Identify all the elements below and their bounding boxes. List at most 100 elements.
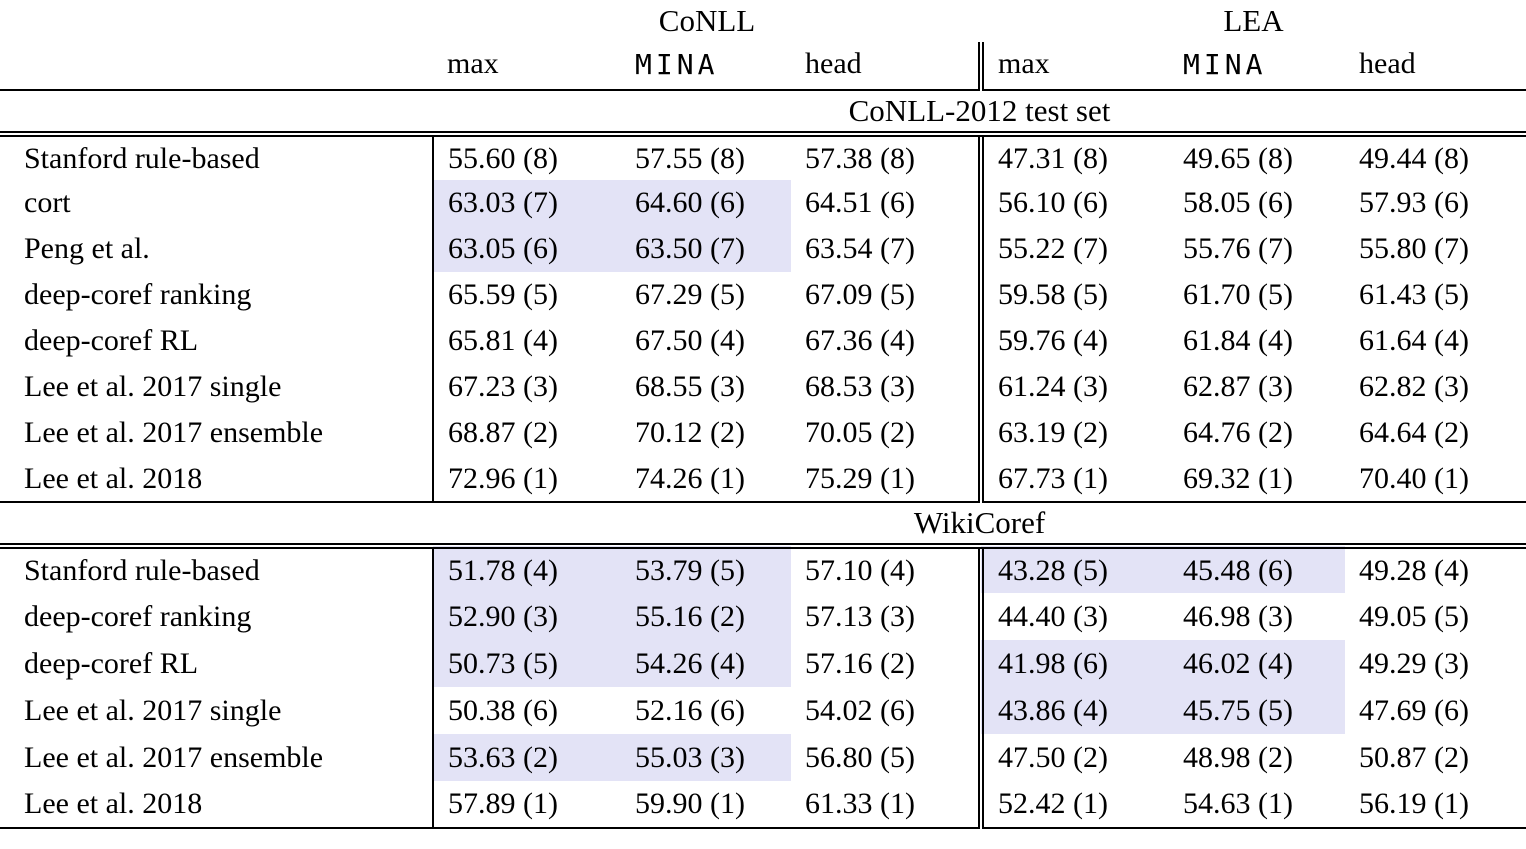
cell-conll-mina: 55.03 (3) bbox=[621, 734, 791, 781]
cell-lea-mina: 55.76 (7) bbox=[1183, 232, 1293, 265]
col-header-lea-max: max bbox=[978, 42, 1169, 91]
row-label: Lee et al. 2017 ensemble bbox=[24, 416, 324, 449]
cell-lea-mina: 46.02 (4) bbox=[1169, 640, 1345, 687]
cell-lea-head: 49.44 (8) bbox=[1359, 141, 1469, 175]
cell-lea-mina: 61.84 (4) bbox=[1183, 324, 1293, 357]
cell-conll-max: 50.38 (6) bbox=[432, 687, 621, 734]
col-header-lea-head: head bbox=[1345, 42, 1526, 91]
col-header-conll-mina: MINA bbox=[621, 42, 791, 91]
section-title-row: CoNLL-2012 test set bbox=[0, 90, 1526, 137]
cell-lea-mina: 45.48 (6) bbox=[1169, 546, 1345, 593]
row-label: deep-coref RL bbox=[24, 646, 199, 680]
cell-lea-head: 49.05 (5) bbox=[1359, 599, 1469, 633]
cell-conll-head: 70.05 (2) bbox=[805, 416, 915, 449]
cell-conll-max: 72.96 (1) bbox=[432, 456, 621, 503]
table-row: Lee et al. 2017 single 67.23 (3) 68.55 (… bbox=[0, 364, 1526, 410]
cell-conll-mina: 53.79 (5) bbox=[621, 546, 791, 593]
cell-conll-head: 63.54 (7) bbox=[805, 232, 915, 265]
cell-conll-mina: 67.29 (5) bbox=[635, 278, 745, 311]
cell-lea-max: 59.76 (4) bbox=[978, 318, 1169, 364]
table-row: deep-coref ranking 52.90 (3) 55.16 (2) 5… bbox=[0, 593, 1526, 640]
cell-conll-mina: 74.26 (1) bbox=[621, 456, 791, 503]
cell-conll-max: 68.87 (2) bbox=[432, 410, 621, 456]
row-label: Lee et al. 2018 bbox=[0, 456, 433, 503]
cell-lea-head: 50.87 (2) bbox=[1359, 740, 1469, 774]
cell-conll-head: 57.38 (8) bbox=[805, 141, 915, 175]
cell-lea-max: 55.22 (7) bbox=[978, 226, 1169, 272]
cell-conll-head: 61.33 (1) bbox=[791, 781, 981, 829]
cell-lea-max: 41.98 (6) bbox=[978, 640, 1169, 687]
cell-lea-head: 70.40 (1) bbox=[1345, 456, 1526, 503]
cell-lea-mina: 64.76 (2) bbox=[1183, 416, 1293, 449]
group-header-conll: CoNLL bbox=[658, 3, 756, 38]
cell-lea-max: 47.31 (8) bbox=[978, 134, 1169, 180]
row-label: cort bbox=[24, 186, 71, 219]
cell-conll-max: 50.73 (5) bbox=[432, 640, 621, 687]
cell-conll-mina: 54.26 (4) bbox=[621, 640, 791, 687]
row-label: Peng et al. bbox=[24, 232, 150, 265]
cell-lea-mina: 54.63 (1) bbox=[1169, 781, 1345, 829]
group-header-row: CoNLL LEA bbox=[0, 0, 1526, 42]
cell-lea-max: 59.58 (5) bbox=[978, 272, 1169, 318]
cell-conll-head: 64.51 (6) bbox=[805, 186, 915, 219]
corner-empty-cell bbox=[0, 0, 433, 42]
label-empty-cell bbox=[0, 42, 433, 91]
cell-lea-head: 56.19 (1) bbox=[1345, 781, 1526, 829]
row-label: deep-coref RL bbox=[24, 324, 199, 357]
cell-lea-max: 43.86 (4) bbox=[978, 687, 1169, 734]
cell-conll-head: 54.02 (6) bbox=[805, 693, 915, 727]
table-row: Lee et al. 2018 57.89 (1) 59.90 (1) 61.3… bbox=[0, 781, 1526, 829]
table-row: Lee et al. 2017 single 50.38 (6) 52.16 (… bbox=[0, 687, 1526, 734]
cell-lea-mina: 62.87 (3) bbox=[1183, 370, 1293, 403]
cell-lea-mina: 49.65 (8) bbox=[1183, 141, 1293, 175]
row-label: Lee et al. 2017 single bbox=[24, 693, 282, 727]
section-title: WikiCoref bbox=[433, 502, 1526, 549]
row-label: Stanford rule-based bbox=[24, 141, 260, 175]
cell-lea-max: 44.40 (3) bbox=[978, 593, 1169, 640]
cell-lea-head: 49.29 (3) bbox=[1359, 646, 1469, 680]
cell-conll-head: 57.16 (2) bbox=[805, 646, 915, 680]
cell-conll-max: 51.78 (4) bbox=[432, 546, 621, 593]
cell-lea-max: 63.19 (2) bbox=[978, 410, 1169, 456]
cell-conll-mina: 70.12 (2) bbox=[635, 416, 745, 449]
table-row: Stanford rule-based 55.60 (8) 57.55 (8) … bbox=[0, 134, 1526, 180]
cell-lea-head: 62.82 (3) bbox=[1359, 370, 1469, 403]
cell-lea-head: 55.80 (7) bbox=[1359, 232, 1469, 265]
cell-conll-max: 65.81 (4) bbox=[432, 318, 621, 364]
section-empty-cell bbox=[0, 502, 433, 549]
table-row: Lee et al. 2017 ensemble 68.87 (2) 70.12… bbox=[0, 410, 1526, 456]
table-row: Peng et al. 63.05 (6) 63.50 (7) 63.54 (7… bbox=[0, 226, 1526, 272]
cell-conll-head: 67.09 (5) bbox=[805, 278, 915, 311]
cell-lea-max: 43.28 (5) bbox=[978, 546, 1169, 593]
cell-lea-mina: 48.98 (2) bbox=[1183, 740, 1293, 774]
cell-conll-max: 55.60 (8) bbox=[432, 134, 621, 180]
cell-lea-head: 47.69 (6) bbox=[1359, 693, 1469, 727]
cell-conll-head: 75.29 (1) bbox=[791, 456, 981, 503]
row-label: Lee et al. 2017 single bbox=[24, 370, 282, 403]
cell-conll-head: 68.53 (3) bbox=[805, 370, 915, 403]
cell-lea-max: 52.42 (1) bbox=[978, 781, 1169, 829]
section-title-row: WikiCoref bbox=[0, 502, 1526, 549]
cell-lea-head: 61.43 (5) bbox=[1359, 278, 1469, 311]
group-header-lea: LEA bbox=[1223, 3, 1284, 38]
table-row: deep-coref ranking 65.59 (5) 67.29 (5) 6… bbox=[0, 272, 1526, 318]
cell-conll-mina: 52.16 (6) bbox=[635, 693, 745, 727]
cell-conll-mina: 57.55 (8) bbox=[635, 141, 745, 175]
cell-conll-max: 65.59 (5) bbox=[432, 272, 621, 318]
cell-lea-head: 49.28 (4) bbox=[1359, 554, 1469, 587]
cell-conll-mina: 63.50 (7) bbox=[621, 226, 791, 272]
cell-conll-head: 57.10 (4) bbox=[805, 554, 915, 587]
row-label: Lee et al. 2017 ensemble bbox=[24, 740, 324, 774]
section-empty-cell bbox=[0, 90, 433, 137]
cell-conll-mina: 67.50 (4) bbox=[635, 324, 745, 357]
cell-lea-mina: 45.75 (5) bbox=[1169, 687, 1345, 734]
cell-lea-mina: 58.05 (6) bbox=[1183, 186, 1293, 219]
table-row: deep-coref RL 65.81 (4) 67.50 (4) 67.36 … bbox=[0, 318, 1526, 364]
cell-conll-max: 67.23 (3) bbox=[432, 364, 621, 410]
section-wikicoref: WikiCoref Stanford rule-based 51.78 (4) … bbox=[0, 502, 1526, 829]
row-label: Stanford rule-based bbox=[24, 554, 260, 587]
cell-conll-head: 67.36 (4) bbox=[805, 324, 915, 357]
cell-lea-mina: 61.70 (5) bbox=[1183, 278, 1293, 311]
cell-conll-mina: 59.90 (1) bbox=[621, 781, 791, 829]
cell-conll-mina: 64.60 (6) bbox=[621, 180, 791, 226]
